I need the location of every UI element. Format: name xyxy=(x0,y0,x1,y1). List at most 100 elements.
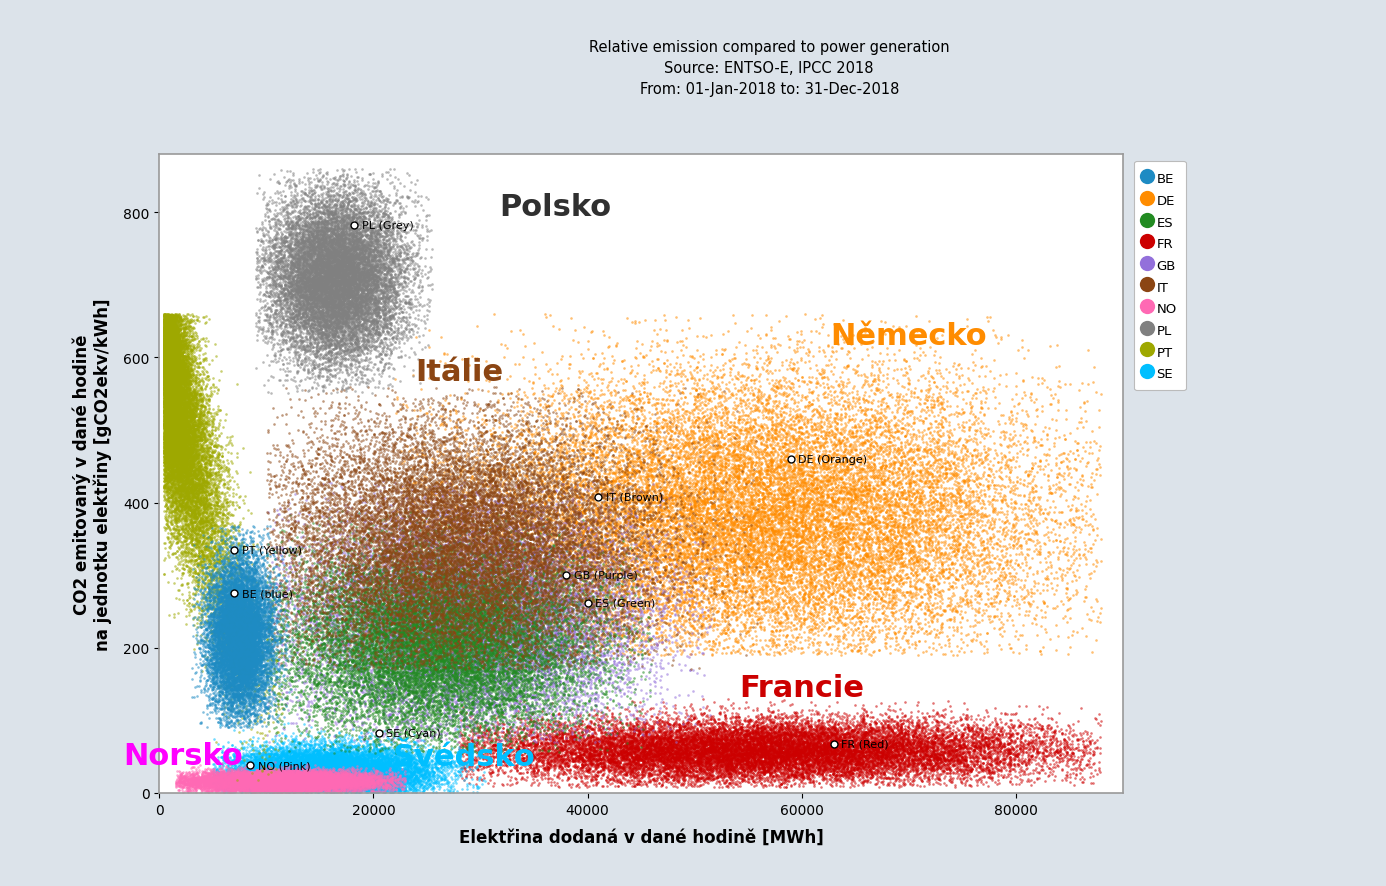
Point xyxy=(187,478,209,492)
Point xyxy=(640,442,663,456)
Point xyxy=(664,730,686,744)
Point xyxy=(503,454,525,468)
Point xyxy=(315,758,337,772)
Point xyxy=(387,662,409,676)
Point xyxy=(186,502,208,517)
Point xyxy=(761,417,783,431)
Point xyxy=(309,278,331,292)
Point xyxy=(600,735,622,750)
Point xyxy=(236,773,258,788)
Point xyxy=(775,757,797,771)
Point xyxy=(328,644,351,658)
Point xyxy=(711,752,733,766)
Point xyxy=(258,585,280,599)
Point xyxy=(341,651,363,665)
Point xyxy=(352,654,374,668)
Point xyxy=(356,758,378,772)
Point xyxy=(391,592,413,606)
Point xyxy=(152,340,175,354)
Point xyxy=(284,770,306,784)
Point xyxy=(183,385,205,399)
Point xyxy=(234,615,256,629)
Point xyxy=(459,672,481,687)
Point xyxy=(359,282,381,296)
Point xyxy=(829,769,851,783)
Point xyxy=(420,650,442,664)
Point xyxy=(654,522,676,536)
Point xyxy=(341,265,363,279)
Point xyxy=(603,569,625,583)
Point xyxy=(301,713,323,727)
Point xyxy=(746,719,768,733)
Point xyxy=(495,641,517,656)
Point xyxy=(625,760,647,774)
Point xyxy=(421,572,444,587)
Point xyxy=(223,680,245,695)
Point xyxy=(267,750,290,765)
Point xyxy=(794,743,816,758)
Point xyxy=(365,258,387,272)
Point xyxy=(245,626,267,641)
Point xyxy=(658,575,681,589)
Point xyxy=(457,675,480,689)
Point xyxy=(323,210,345,224)
Point xyxy=(164,492,186,506)
Point xyxy=(155,401,177,416)
Point xyxy=(225,604,247,618)
Point xyxy=(341,508,363,522)
Point xyxy=(315,491,337,505)
Point xyxy=(718,759,740,773)
Point xyxy=(370,303,392,317)
Point xyxy=(337,304,359,318)
Point xyxy=(890,545,912,559)
Point xyxy=(226,583,248,597)
Point xyxy=(352,616,374,630)
Point xyxy=(894,730,916,744)
Point xyxy=(234,610,256,625)
Point xyxy=(251,767,273,781)
Point xyxy=(230,664,252,679)
Point xyxy=(252,771,274,785)
Point xyxy=(216,610,238,625)
Point xyxy=(760,455,782,469)
Point xyxy=(571,571,593,585)
Point xyxy=(466,519,488,533)
Point xyxy=(248,773,270,788)
Point xyxy=(768,735,790,750)
Point xyxy=(441,557,463,571)
Point xyxy=(188,537,211,551)
Point xyxy=(758,755,780,769)
Point xyxy=(383,504,405,518)
Point xyxy=(238,660,261,674)
Point xyxy=(459,578,481,592)
Point xyxy=(378,530,401,544)
Point xyxy=(159,340,182,354)
Point xyxy=(1056,757,1078,771)
Point xyxy=(283,635,305,649)
Point xyxy=(588,533,610,548)
Point xyxy=(516,590,538,604)
Point xyxy=(704,545,726,559)
Point xyxy=(593,545,615,559)
Point xyxy=(546,477,568,491)
Point xyxy=(825,523,847,537)
Point xyxy=(514,525,536,540)
Point xyxy=(369,628,391,642)
Point xyxy=(366,275,388,289)
Point xyxy=(798,361,821,376)
Point xyxy=(464,596,486,610)
Point xyxy=(241,638,263,652)
Point xyxy=(481,439,503,453)
Point xyxy=(373,754,395,768)
Point xyxy=(633,435,656,449)
Point xyxy=(973,743,995,758)
Point xyxy=(162,405,184,419)
Point xyxy=(218,611,240,626)
Point xyxy=(450,646,473,660)
Point xyxy=(391,641,413,656)
Point xyxy=(988,557,1010,571)
Point xyxy=(166,357,188,371)
Point xyxy=(243,581,265,595)
Point xyxy=(162,522,184,536)
Point xyxy=(231,759,254,773)
